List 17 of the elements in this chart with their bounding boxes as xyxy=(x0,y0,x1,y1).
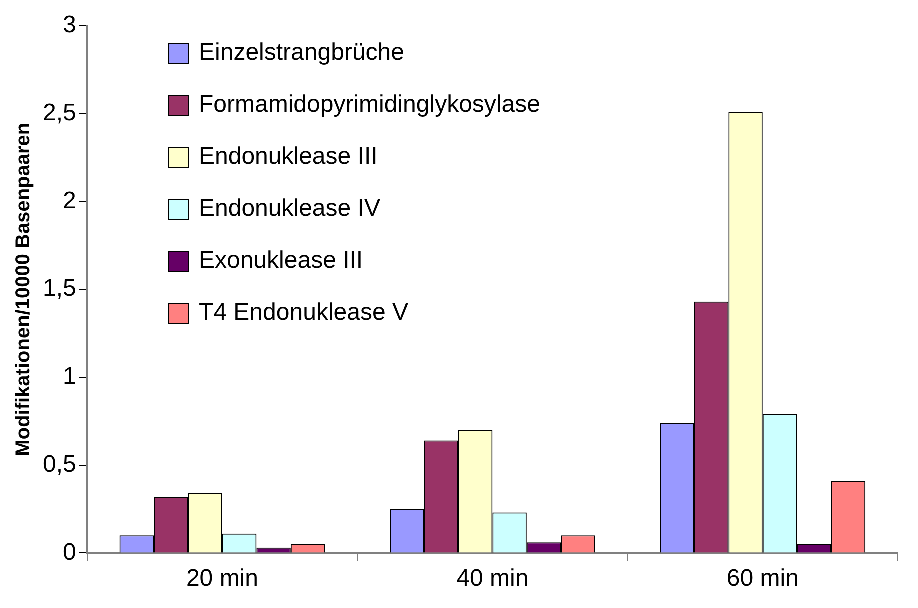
legend-label: Endonuklease III xyxy=(199,142,378,172)
y-tick-label: 1,5 xyxy=(42,275,76,302)
legend-label: Endonuklease IV xyxy=(199,194,380,224)
y-tick-label: 1 xyxy=(63,363,76,390)
x-tick-label: 60 min xyxy=(726,565,799,592)
y-axis-title: Modifikationen/10000 Basenpaaren xyxy=(12,122,35,456)
x-tick-label: 20 min xyxy=(186,565,258,592)
y-tick-label: 0 xyxy=(63,538,76,566)
legend-label: T4 Endonuklease V xyxy=(199,298,408,328)
y-tick-label: 3 xyxy=(63,12,76,39)
y-tick-label: 2 xyxy=(63,187,76,214)
legend-label: Exonuklease III xyxy=(199,246,364,276)
y-tick-label: 2,5 xyxy=(42,99,76,126)
legend-label: Einzelstrangbrüche xyxy=(199,38,404,68)
x-tick-label: 40 min xyxy=(456,565,529,592)
legend-label: Formamidopyrimidinglykosylase xyxy=(199,90,540,120)
y-tick-label: 0,5 xyxy=(42,450,76,478)
